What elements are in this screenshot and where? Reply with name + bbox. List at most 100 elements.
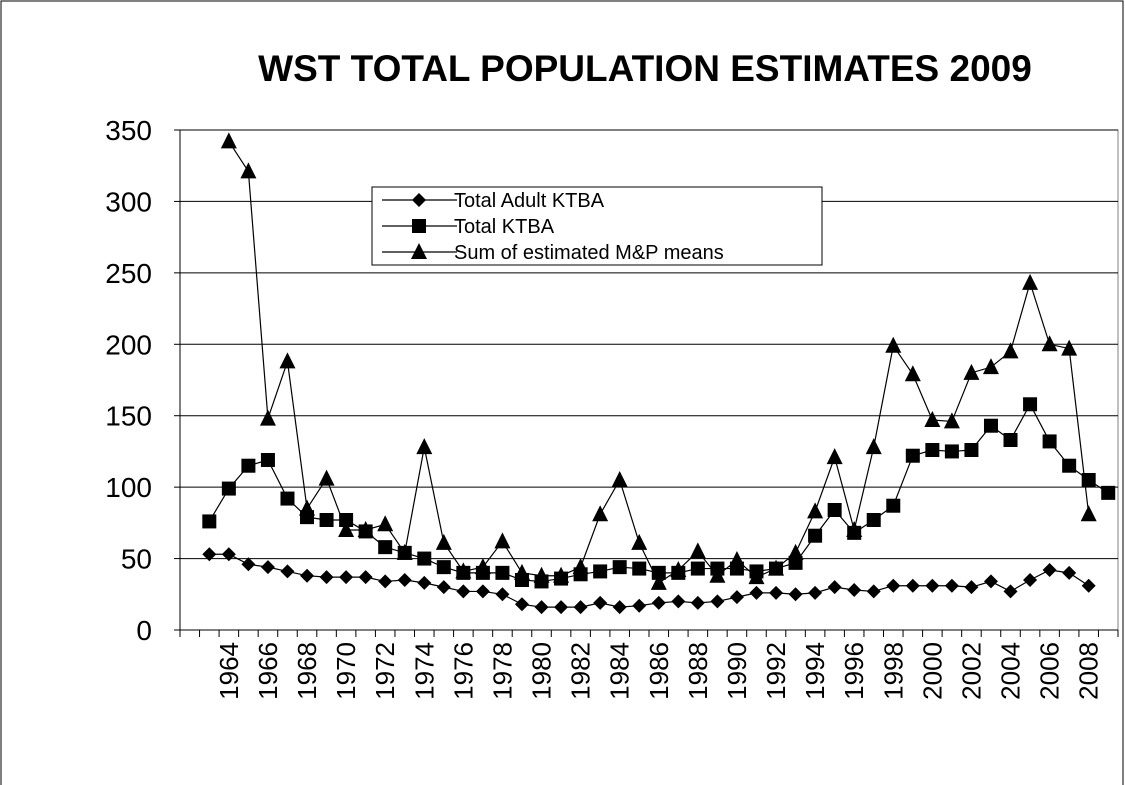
marker: [319, 570, 334, 585]
marker: [768, 559, 785, 576]
x-tick-label: 1974: [409, 642, 439, 700]
marker: [475, 584, 490, 599]
marker: [612, 560, 627, 575]
marker: [1023, 573, 1038, 587]
marker: [1041, 335, 1058, 352]
marker: [572, 558, 589, 575]
marker: [280, 491, 295, 506]
marker: [280, 564, 295, 579]
x-tick-label: 1978: [487, 642, 517, 700]
x-tick-label: 1986: [644, 642, 674, 700]
y-tick-label: 50: [121, 544, 152, 575]
marker: [886, 578, 901, 593]
marker: [943, 412, 960, 429]
y-tick-label: 300: [105, 186, 152, 217]
marker: [982, 358, 999, 375]
marker: [1062, 565, 1077, 580]
marker: [513, 563, 530, 580]
x-tick-label: 1996: [839, 642, 869, 700]
marker: [944, 444, 959, 459]
marker: [748, 568, 765, 585]
y-tick-label: 150: [105, 401, 152, 432]
marker: [412, 193, 426, 207]
marker: [690, 595, 705, 610]
marker: [651, 595, 666, 610]
x-tick-label: 1998: [878, 642, 908, 700]
marker: [436, 580, 451, 595]
marker: [865, 438, 882, 455]
marker: [514, 597, 529, 612]
y-tick-label: 0: [136, 615, 152, 646]
marker: [690, 561, 705, 576]
marker: [533, 566, 550, 583]
x-tick-label: 1982: [566, 642, 596, 700]
marker: [689, 542, 706, 559]
marker: [592, 505, 609, 522]
legend-item: Total Adult KTBA: [382, 190, 605, 212]
marker: [300, 568, 315, 583]
marker: [279, 352, 296, 369]
legend-label: Sum of estimated M&P means: [454, 242, 724, 264]
y-tick-label: 100: [105, 472, 152, 503]
marker: [925, 578, 940, 593]
marker: [925, 443, 940, 457]
marker: [221, 547, 236, 562]
marker: [611, 471, 628, 487]
marker: [240, 162, 257, 179]
x-tick-label: 1990: [722, 642, 752, 700]
legend-item: Total KTBA: [382, 216, 555, 238]
marker: [1042, 434, 1057, 449]
x-tick-label: 2002: [956, 642, 986, 700]
marker: [358, 570, 373, 585]
marker: [416, 438, 433, 455]
marker: [847, 583, 862, 597]
x-tick-label: 2000: [917, 642, 947, 700]
marker: [964, 580, 979, 595]
marker: [905, 448, 920, 463]
x-tick-label: 1988: [683, 642, 713, 700]
marker: [787, 543, 804, 560]
marker: [866, 513, 881, 527]
marker: [411, 243, 427, 259]
x-tick-label: 1980: [527, 642, 557, 700]
marker: [1002, 342, 1019, 359]
marker: [339, 513, 354, 527]
legend-label: Total KTBA: [454, 216, 555, 238]
marker: [435, 533, 452, 550]
marker: [904, 365, 921, 382]
marker: [417, 551, 432, 566]
chart-title: WST TOTAL POPULATION ESTIMATES 2009: [258, 48, 1032, 89]
x-tick-label: 1984: [605, 642, 635, 700]
marker: [886, 498, 901, 513]
series: [202, 547, 1096, 615]
marker: [769, 585, 784, 600]
marker: [455, 562, 472, 579]
marker: [1003, 433, 1018, 447]
marker: [1080, 505, 1097, 522]
marker: [202, 514, 217, 529]
marker: [807, 502, 824, 519]
marker: [378, 574, 393, 589]
legend-label: Total Adult KTBA: [454, 190, 605, 212]
marker: [671, 594, 686, 609]
marker: [1081, 578, 1096, 593]
series-line: [209, 553, 1090, 608]
marker: [612, 600, 627, 615]
x-tick-label: 1994: [800, 642, 830, 700]
marker: [260, 453, 275, 467]
marker: [963, 363, 980, 380]
marker: [495, 587, 510, 602]
marker: [885, 336, 902, 353]
marker: [338, 521, 355, 537]
marker: [534, 600, 549, 615]
marker: [1062, 458, 1077, 473]
x-tick-label: 1972: [370, 642, 400, 700]
marker: [357, 521, 374, 537]
x-tick-label: 2006: [1035, 642, 1065, 700]
marker: [1042, 563, 1057, 577]
y-tick-label: 200: [105, 329, 152, 360]
marker: [670, 561, 687, 577]
marker: [924, 411, 941, 427]
marker: [299, 499, 316, 516]
marker: [259, 409, 276, 426]
